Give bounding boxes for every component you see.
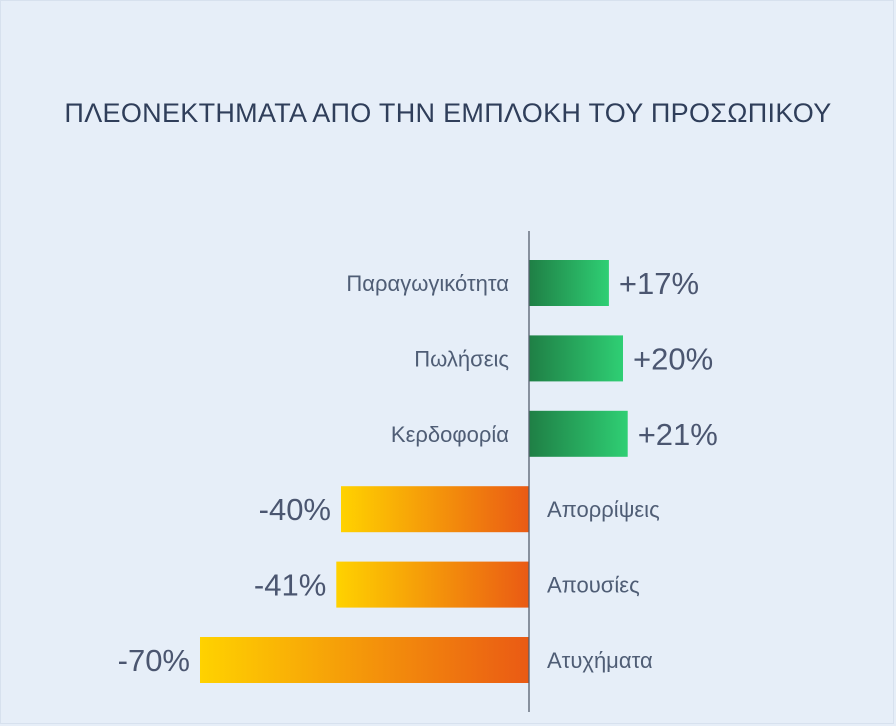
category-label-6: Ατυχήματα bbox=[547, 648, 653, 673]
category-label-2: Πωλήσεις bbox=[414, 346, 509, 371]
bars-group: Παραγωγικότητα +17% Πωλήσεις +20% Κερδοφορία… bbox=[118, 260, 718, 683]
bar-1 bbox=[529, 260, 609, 306]
bar-4 bbox=[341, 486, 529, 533]
category-label-3: Κερδοφορία bbox=[391, 422, 509, 447]
value-label-4: -40% bbox=[259, 492, 331, 527]
value-label-3: +21% bbox=[638, 417, 718, 452]
category-label-5: Απουσίες bbox=[547, 573, 640, 598]
category-label-4: Απορρίψεις bbox=[547, 497, 660, 522]
value-label-1: +17% bbox=[619, 266, 699, 301]
bar-6 bbox=[200, 637, 529, 683]
chart-title: ΠΛΕΟΝΕΚΤΗΜΑΤΑ ΑΠΟ ΤΗΝ ΕΜΠΛΟΚΗ ΤΟΥ ΠΡΟΣΩΠ… bbox=[64, 98, 832, 128]
bar-5 bbox=[336, 561, 529, 608]
category-label-1: Παραγωγικότητα bbox=[346, 271, 509, 296]
value-label-6: -70% bbox=[118, 643, 190, 678]
bar-3 bbox=[529, 410, 628, 457]
value-label-5: -41% bbox=[254, 568, 326, 603]
value-label-2: +20% bbox=[633, 341, 713, 376]
bar-2 bbox=[529, 335, 623, 382]
